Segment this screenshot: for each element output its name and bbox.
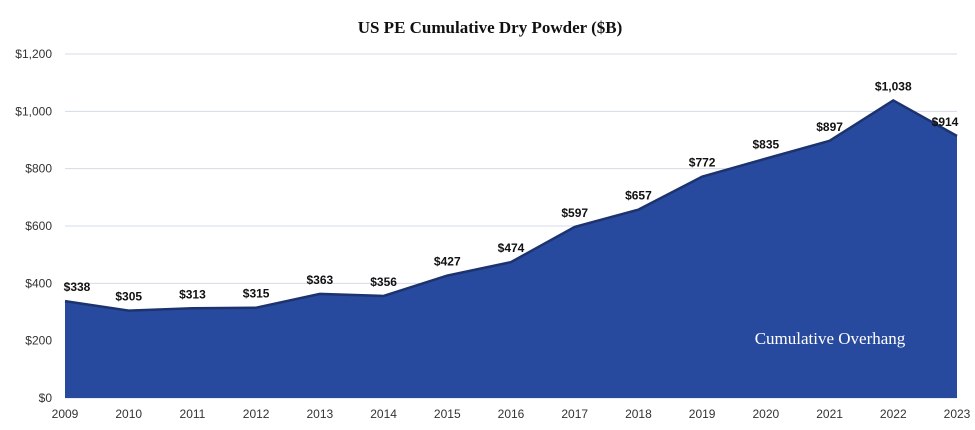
data-label: $772	[689, 156, 716, 170]
data-label: $427	[434, 255, 461, 269]
chart-title: US PE Cumulative Dry Powder ($B)	[358, 18, 623, 37]
area-fill	[65, 100, 957, 398]
x-tick-label: 2020	[753, 407, 780, 421]
x-tick-label: 2018	[625, 407, 652, 421]
data-label: $305	[115, 290, 142, 304]
y-tick-label: $400	[25, 276, 52, 290]
y-tick-label: $1,200	[15, 47, 52, 61]
y-tick-label: $0	[39, 391, 53, 405]
data-label: $657	[625, 189, 652, 203]
data-label: $363	[307, 273, 334, 287]
x-tick-label: 2015	[434, 407, 461, 421]
data-label: $338	[64, 280, 91, 294]
x-tick-label: 2017	[561, 407, 588, 421]
x-tick-label: 2009	[52, 407, 79, 421]
x-tick-label: 2011	[180, 407, 206, 421]
area-outline	[64, 98, 958, 312]
x-tick-label: 2021	[816, 407, 843, 421]
cumulative-overhang-annotation: Cumulative Overhang	[755, 329, 906, 348]
data-label: $313	[179, 287, 206, 301]
data-label: $914	[932, 115, 959, 129]
y-tick-label: $800	[25, 162, 52, 176]
data-label: $897	[816, 120, 843, 134]
data-label: $835	[753, 138, 780, 152]
y-tick-label: $600	[25, 219, 52, 233]
y-tick-label: $200	[25, 334, 52, 348]
x-tick-label: 2022	[880, 407, 907, 421]
x-tick-label: 2019	[689, 407, 716, 421]
x-tick-label: 2016	[498, 407, 525, 421]
data-label: $597	[561, 206, 588, 220]
x-tick-label: 2010	[115, 407, 142, 421]
x-tick-label: 2013	[307, 407, 334, 421]
data-label: $315	[243, 287, 270, 301]
data-label: $356	[370, 275, 397, 289]
data-label: $1,038	[875, 79, 912, 93]
data-label: $474	[498, 241, 525, 255]
x-tick-label: 2014	[370, 407, 397, 421]
y-tick-label: $1,000	[15, 104, 52, 118]
x-tick-label: 2023	[944, 407, 971, 421]
x-tick-label: 2012	[243, 407, 270, 421]
